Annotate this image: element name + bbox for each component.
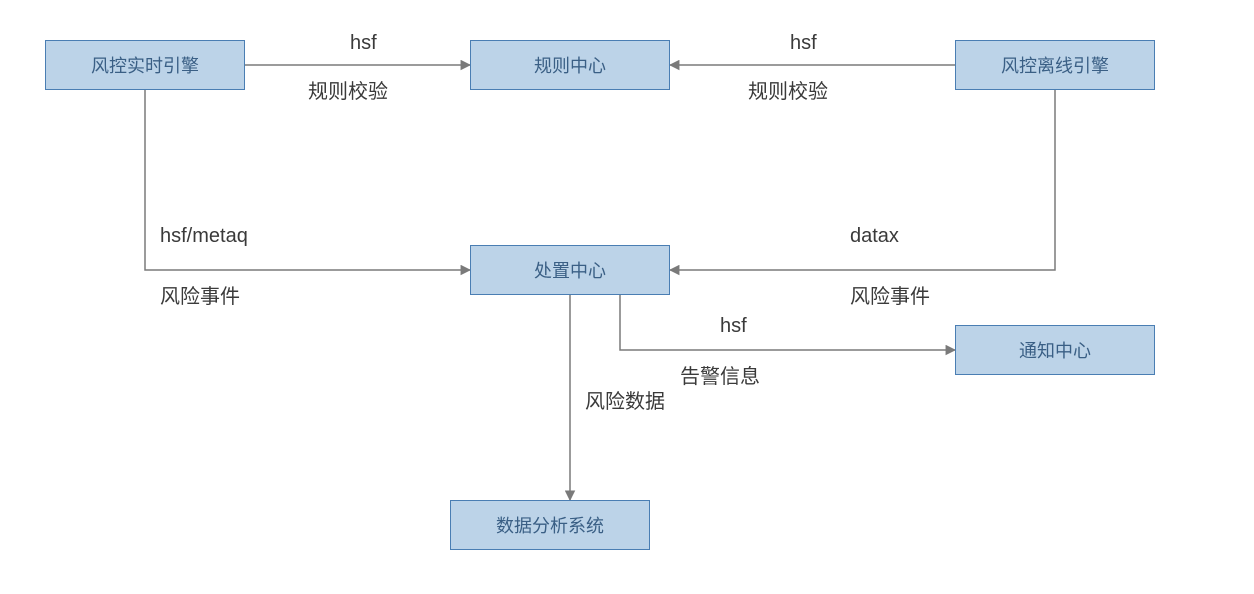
- node-label-offline: 风控离线引擎: [1001, 52, 1109, 78]
- node-label-analysis: 数据分析系统: [496, 512, 604, 538]
- edge-label-top-e1: hsf: [350, 32, 377, 55]
- node-notify: 通知中心: [955, 325, 1155, 375]
- edge-label-bottom-e1: 规则校验: [308, 75, 388, 104]
- edge-label-bottom-e5: 告警信息: [680, 360, 760, 389]
- edge-label-top-e3: hsf/metaq: [160, 225, 248, 248]
- edge-label-bottom-e3: 风险事件: [160, 280, 240, 309]
- node-dispose: 处置中心: [470, 245, 670, 295]
- edge-label-top-e2: hsf: [790, 32, 817, 55]
- edge-label-bottom-e4: 风险事件: [850, 280, 930, 309]
- node-label-rules: 规则中心: [534, 52, 606, 78]
- diagram-canvas: 风控实时引擎 规则中心 风控离线引擎处置中心通知中心数据分析系统 hsf 规则校验 hs…: [0, 0, 1254, 594]
- node-offline: 风控离线引擎: [955, 40, 1155, 90]
- edge-label-top-e4: datax: [850, 225, 899, 248]
- node-label-realtime: 风控实时引擎: [91, 52, 199, 78]
- edge-label-top-e5: hsf: [720, 315, 747, 338]
- node-label-dispose: 处置中心: [534, 257, 606, 283]
- edge-label-bottom-e2: 规则校验: [748, 75, 828, 104]
- node-realtime: 风控实时引擎: [45, 40, 245, 90]
- node-rules: 规则中心: [470, 40, 670, 90]
- node-label-notify: 通知中心: [1019, 337, 1091, 363]
- edge-label-bottom-e6: 风险数据: [585, 385, 665, 414]
- node-analysis: 数据分析系统: [450, 500, 650, 550]
